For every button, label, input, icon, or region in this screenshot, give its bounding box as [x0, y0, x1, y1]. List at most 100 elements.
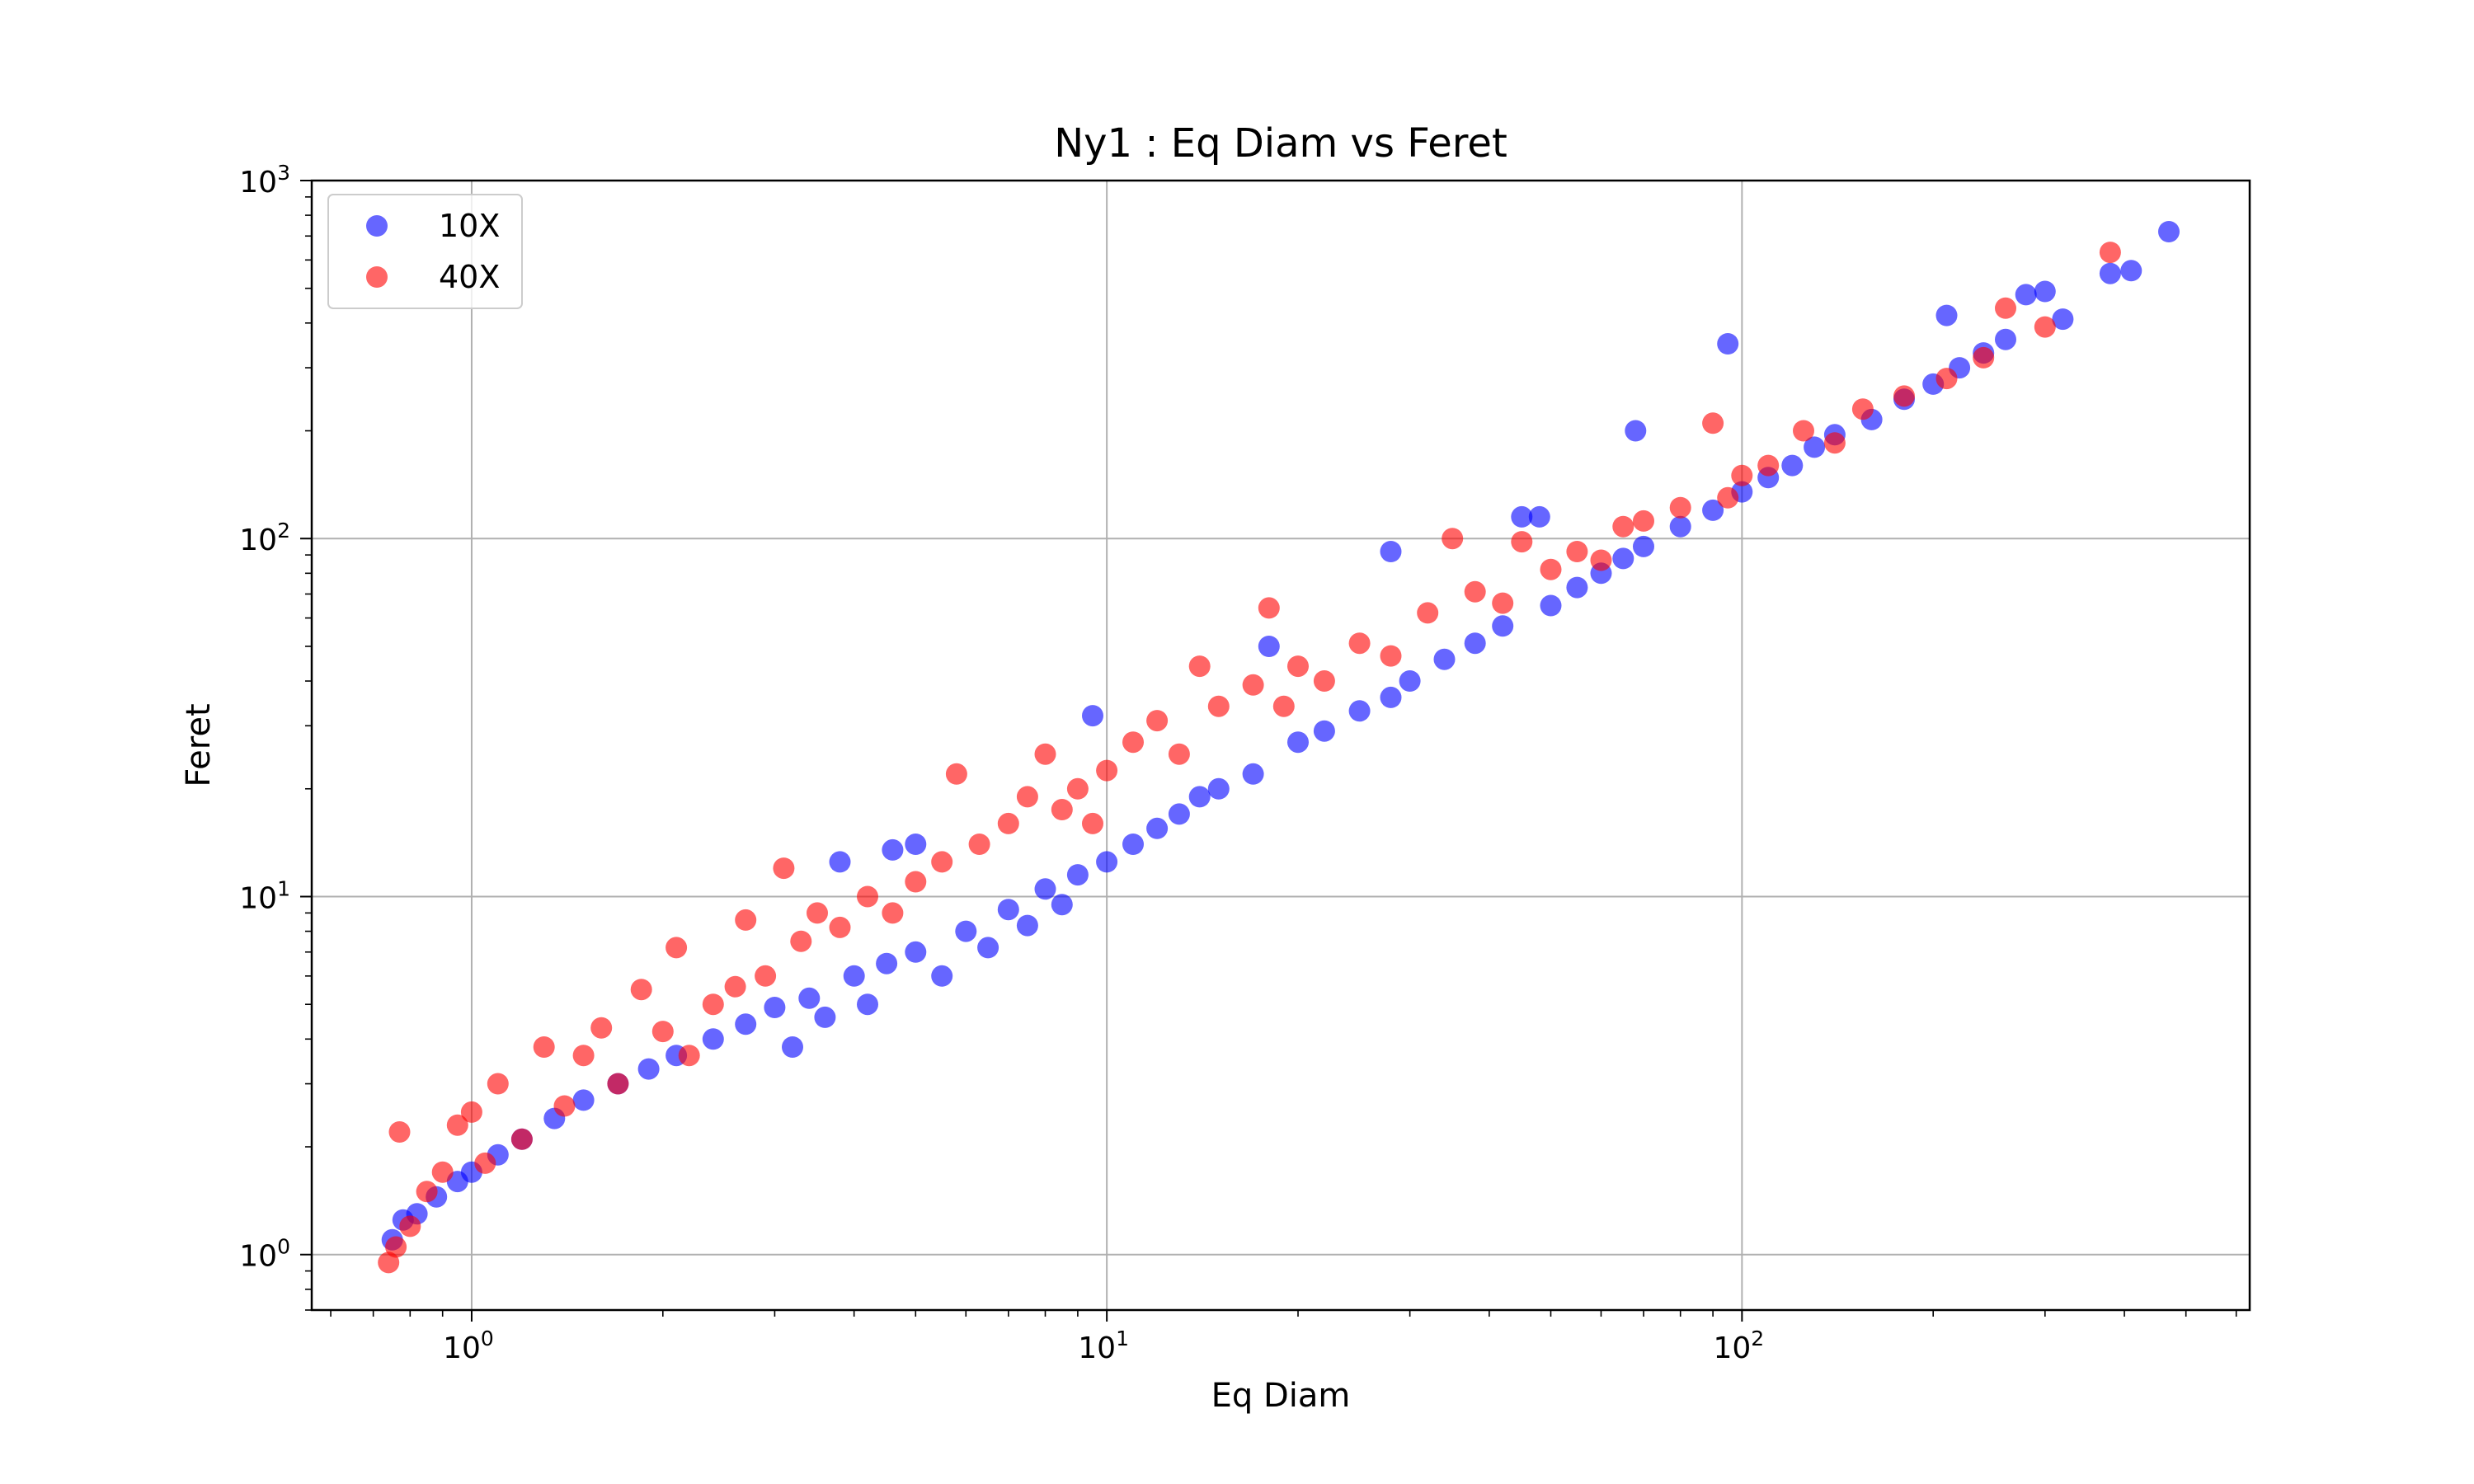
data-point-40x: [630, 979, 652, 1001]
data-point-10x: [1051, 894, 1073, 916]
data-point-40x: [724, 975, 746, 998]
data-point-10x: [997, 899, 1019, 921]
legend-label-40x: 40X: [439, 259, 500, 295]
data-point-40x: [1188, 655, 1211, 678]
data-point-10x: [572, 1089, 595, 1111]
data-point-40x: [1702, 412, 1724, 434]
legend: 10X 40X: [327, 194, 523, 309]
data-point-10x: [2099, 262, 2121, 284]
data-point-10x: [1380, 541, 1402, 562]
y-axis: 100 101 102 103: [239, 161, 312, 1311]
data-point-40x: [1669, 496, 1691, 519]
data-point-40x: [1893, 385, 1915, 407]
data-point-10x: [2158, 221, 2180, 242]
legend-label-10x: 10X: [439, 208, 500, 244]
data-point-10x: [782, 1036, 803, 1058]
data-point-40x: [446, 1114, 468, 1136]
data-point-40x: [1272, 695, 1295, 717]
data-point-40x: [1995, 297, 2016, 319]
y-axis-title: Feret: [180, 703, 218, 787]
data-point-40x: [666, 937, 688, 959]
data-point-40x: [1757, 454, 1780, 477]
chart-title: Ny1 : Eq Diam vs Feret: [1054, 120, 1507, 167]
data-point-10x: [1804, 436, 1826, 458]
data-point-10x: [1146, 817, 1169, 839]
data-point-40x: [1287, 655, 1309, 678]
data-point-40x: [590, 1017, 613, 1039]
data-point-40x: [399, 1215, 421, 1237]
data-point-10x: [955, 920, 977, 942]
data-point-10x: [735, 1013, 757, 1036]
y-tick-label: 102: [239, 519, 290, 557]
data-point-40x: [1935, 368, 1958, 390]
data-point-10x: [1528, 505, 1550, 528]
x-axis: 100 101 102: [330, 1310, 2237, 1365]
data-point-40x: [1016, 786, 1038, 808]
data-point-40x: [385, 1236, 407, 1258]
data-point-40x: [1348, 632, 1371, 655]
data-point-10x: [931, 965, 953, 987]
data-point-40x: [997, 812, 1019, 834]
data-point-10x: [2120, 260, 2142, 282]
data-point-40x: [487, 1073, 509, 1095]
data-point-10x: [843, 965, 865, 987]
data-point-10x: [1702, 499, 1724, 521]
data-point-10x: [1380, 686, 1402, 708]
plot-frame: [310, 179, 2251, 1312]
data-point-40x: [510, 1128, 533, 1150]
data-point-10x: [1096, 851, 1118, 873]
data-point-40x: [2099, 242, 2121, 264]
x-tick-label: 102: [1713, 1327, 1764, 1365]
data-point-10x: [1433, 648, 1456, 670]
data-point-10x: [1935, 304, 1958, 326]
data-point-40x: [431, 1161, 454, 1183]
data-point-10x: [1669, 515, 1691, 538]
data-point-10x: [857, 993, 878, 1016]
data-point-40x: [945, 763, 967, 785]
data-point-40x: [460, 1101, 482, 1123]
x-tick-label: 100: [443, 1327, 494, 1365]
data-point-40x: [607, 1073, 629, 1095]
data-point-40x: [1082, 812, 1103, 834]
data-point-10x: [1242, 763, 1264, 785]
data-point-40x: [1380, 645, 1402, 667]
data-point-40x: [388, 1121, 411, 1143]
data-point-10x: [829, 851, 851, 873]
data-point-40x: [651, 1021, 674, 1043]
legend-marker-10x: [366, 215, 388, 237]
data-point-10x: [1612, 547, 1634, 570]
data-point-40x: [1823, 432, 1846, 454]
data-point-40x: [1066, 777, 1089, 800]
data-point-40x: [1207, 695, 1230, 717]
data-point-10x: [1168, 803, 1190, 825]
data-point-10x: [1995, 328, 2016, 350]
data-point-10x: [977, 937, 999, 959]
data-point-10x: [2015, 284, 2037, 306]
data-point-40x: [1096, 759, 1118, 782]
data-point-40x: [1442, 528, 1464, 550]
data-point-40x: [474, 1152, 496, 1174]
data-point-40x: [1612, 515, 1634, 538]
data-point-40x: [1168, 743, 1190, 765]
data-point-40x: [1146, 710, 1169, 732]
data-point-10x: [1258, 636, 1280, 657]
data-point-10x: [1399, 670, 1421, 692]
data-point-40x: [1464, 580, 1486, 603]
data-point-10x: [1717, 333, 1739, 355]
data-point-10x: [1016, 914, 1038, 937]
data-point-10x: [905, 941, 927, 963]
data-point-40x: [1590, 549, 1612, 571]
data-point-10x: [1287, 731, 1309, 754]
data-point-10x: [1492, 615, 1514, 637]
data-point-40x: [1034, 743, 1056, 765]
data-point-40x: [829, 916, 851, 938]
data-point-40x: [755, 965, 777, 987]
data-point-40x: [931, 851, 953, 873]
data-point-40x: [882, 902, 904, 924]
data-point-10x: [1464, 632, 1486, 655]
grid-lines: [312, 181, 2250, 1310]
data-point-10x: [1540, 594, 1562, 617]
data-point-40x: [857, 885, 878, 908]
data-points: [378, 221, 2180, 1274]
